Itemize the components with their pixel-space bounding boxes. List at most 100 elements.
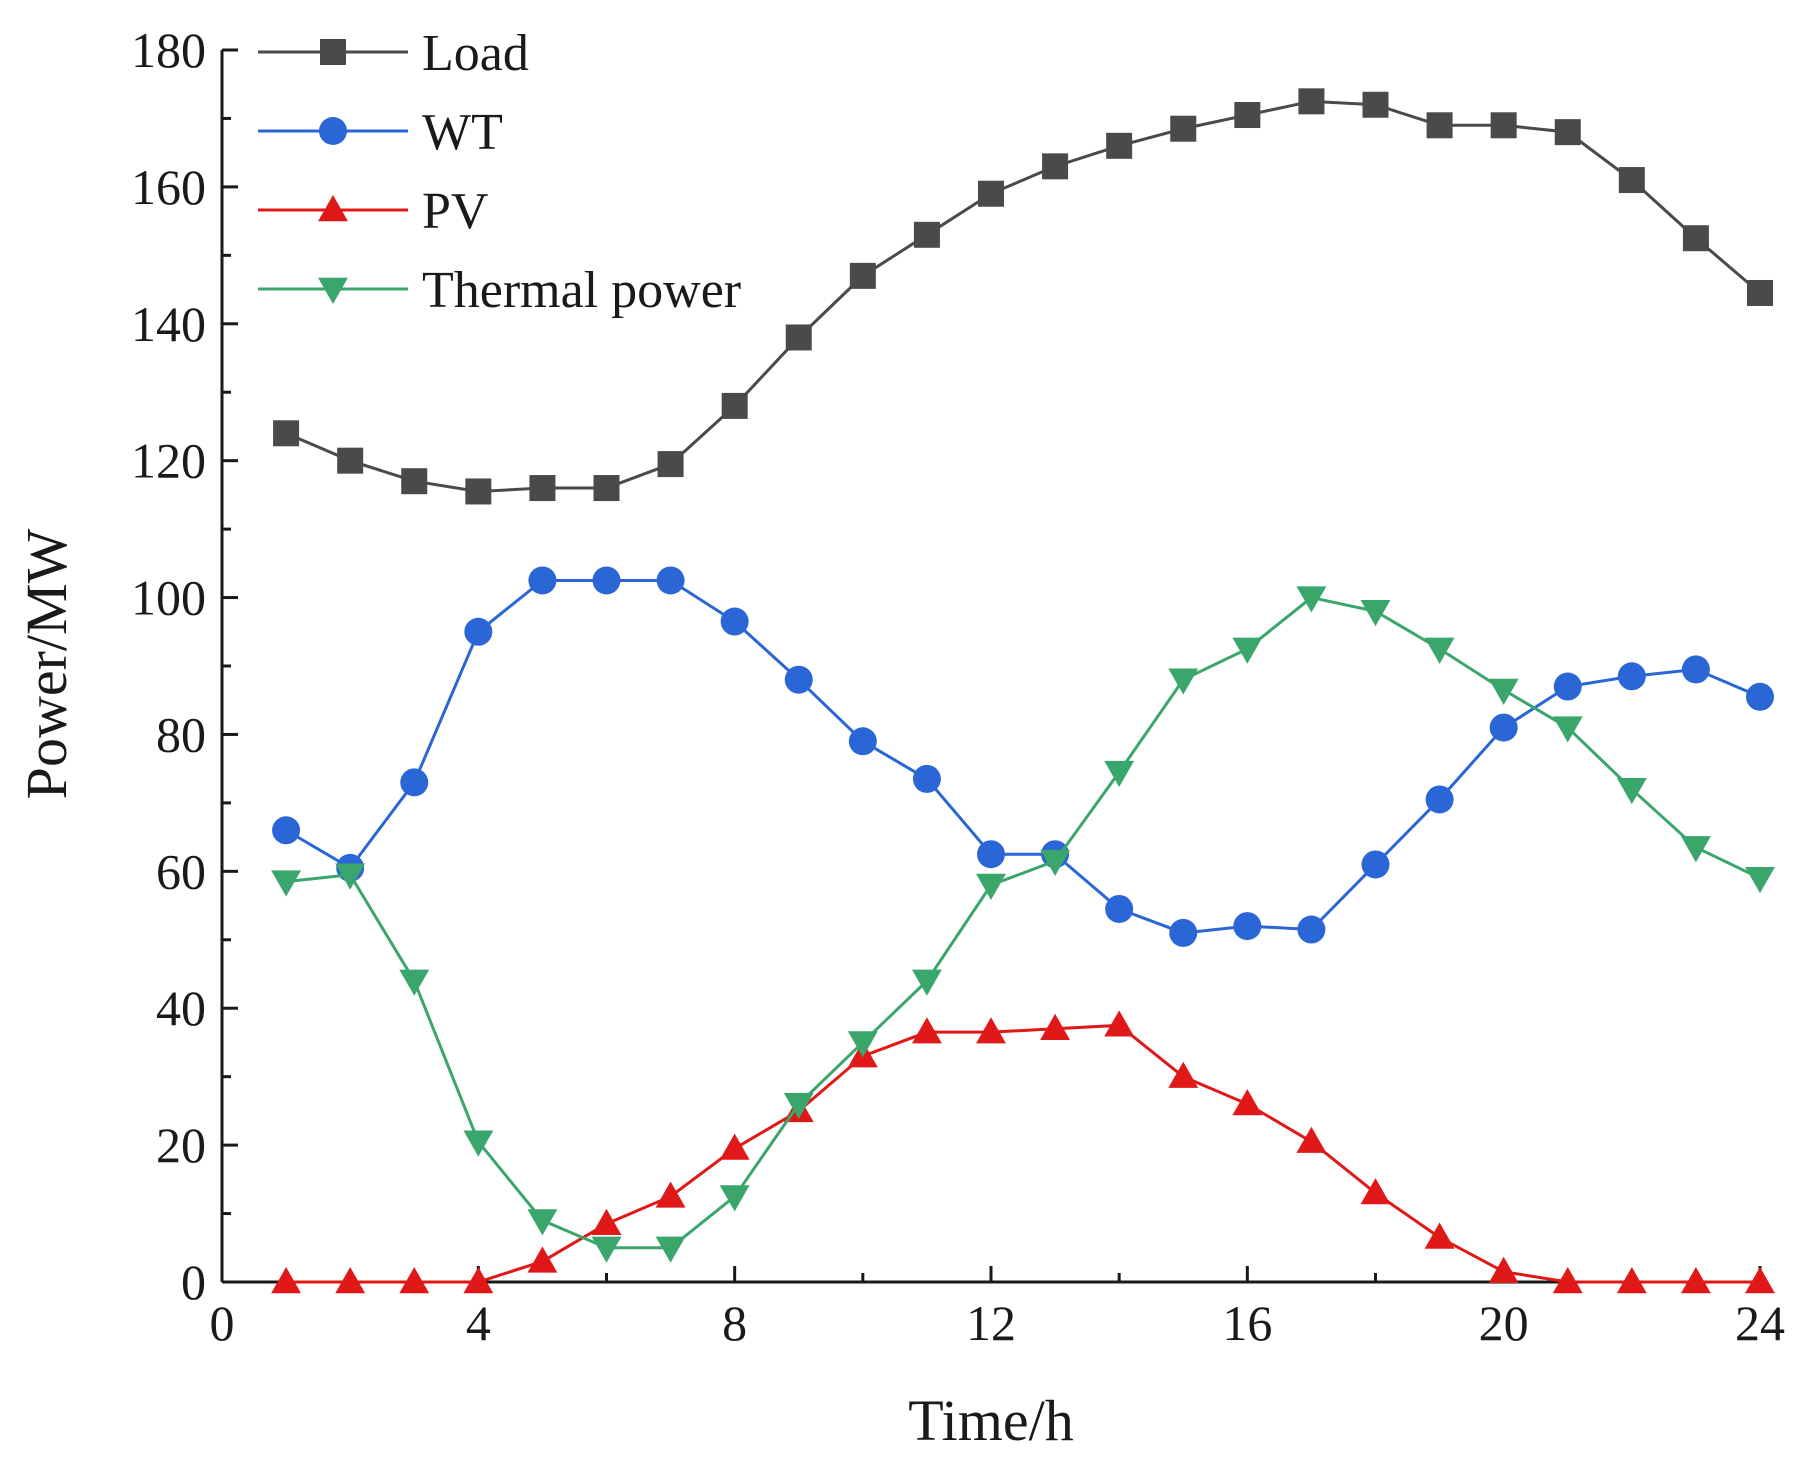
data-point (1554, 119, 1581, 146)
data-point (657, 451, 684, 478)
data-point (1106, 132, 1133, 159)
data-point (1040, 1013, 1071, 1040)
series-wt (272, 566, 1774, 947)
data-point (1296, 1126, 1327, 1153)
data-point (1170, 115, 1197, 142)
y-axis-title: Power/MW (14, 528, 79, 799)
data-point (1233, 912, 1262, 941)
legend-label: WT (422, 104, 503, 161)
data-point (1040, 849, 1071, 877)
legend-label: PV (422, 183, 488, 240)
data-point (1042, 153, 1069, 180)
data-point (463, 1130, 494, 1157)
legend-item: WT (258, 104, 503, 161)
x-tick-label: 16 (1222, 1295, 1272, 1351)
y-tick-label: 20 (156, 1117, 206, 1173)
data-point (1488, 678, 1519, 705)
data-point (1553, 672, 1582, 701)
data-point (783, 1092, 814, 1119)
data-point (591, 1208, 622, 1236)
data-point (401, 468, 428, 495)
data-point (976, 873, 1006, 900)
data-point (337, 447, 364, 474)
data-point (1617, 662, 1646, 691)
legend-marker (319, 117, 347, 145)
legend-label: Thermal power (422, 262, 741, 319)
data-point (592, 566, 621, 595)
data-point (719, 1133, 750, 1160)
series-line (285, 595, 1761, 1250)
series-line (286, 1023, 1760, 1284)
data-point (720, 607, 749, 636)
axes: 0 4 8 12 16 20 24 0 20 40 60 80 100 120 140 160 180 (131, 22, 1785, 1351)
data-point (1680, 1267, 1711, 1294)
data-point (527, 1246, 558, 1273)
data-point (1232, 637, 1263, 664)
data-point (1681, 655, 1710, 684)
data-point (911, 1017, 942, 1044)
series-thermal-power (271, 586, 1775, 1263)
legend-item: Load (258, 25, 529, 82)
data-point (399, 1267, 430, 1294)
legend-item: Thermal power (258, 262, 741, 319)
series-pv (271, 1010, 1775, 1294)
data-point (912, 764, 941, 793)
data-point (335, 863, 366, 890)
data-point (976, 1017, 1006, 1044)
y-tick-label: 120 (131, 433, 206, 489)
data-point (849, 262, 876, 289)
data-point (656, 566, 685, 595)
data-point (913, 221, 940, 248)
data-point (271, 870, 302, 897)
y-tick-label: 100 (131, 570, 206, 626)
data-point (1232, 1089, 1263, 1116)
data-point (1616, 777, 1647, 805)
y-tick-label: 140 (131, 296, 206, 352)
data-point (1424, 1222, 1455, 1249)
data-point (335, 1267, 366, 1294)
data-point (977, 840, 1005, 869)
data-point (399, 969, 430, 996)
legend: Load WT PV Thermal power (258, 25, 741, 319)
data-point (1297, 915, 1326, 944)
data-point (721, 392, 748, 419)
data-point (655, 1181, 686, 1208)
data-point (1618, 167, 1645, 194)
data-point (528, 566, 557, 595)
data-point (1425, 785, 1454, 814)
data-point (1682, 225, 1709, 252)
data-point (273, 420, 300, 447)
x-tick-label: 20 (1479, 1295, 1529, 1351)
data-point (1296, 586, 1327, 613)
data-point (1360, 600, 1391, 627)
x-tick-label: 12 (966, 1295, 1016, 1351)
data-point (1169, 918, 1198, 947)
data-point (1104, 1010, 1135, 1037)
data-point (655, 1236, 686, 1263)
data-point (1746, 682, 1774, 711)
legend-marker (320, 39, 346, 65)
data-point (1552, 716, 1583, 743)
data-point (911, 969, 942, 996)
data-point (1362, 91, 1389, 118)
data-point (464, 617, 493, 646)
data-point (1489, 713, 1518, 742)
data-point (1298, 88, 1325, 115)
data-point (719, 1185, 750, 1212)
data-point (1168, 668, 1199, 695)
x-axis-title: Time/h (908, 1388, 1073, 1453)
data-point (1234, 102, 1261, 129)
data-point (1426, 112, 1453, 139)
legend-label: Load (422, 25, 529, 82)
x-tick-label: 8 (722, 1295, 747, 1351)
data-point (1105, 894, 1134, 923)
data-point (529, 475, 556, 502)
data-point (1680, 836, 1711, 863)
data-point (1745, 1267, 1775, 1294)
x-tick-label: 24 (1735, 1295, 1785, 1351)
data-point (465, 478, 492, 505)
data-point (848, 727, 877, 756)
legend-marker (318, 277, 348, 304)
